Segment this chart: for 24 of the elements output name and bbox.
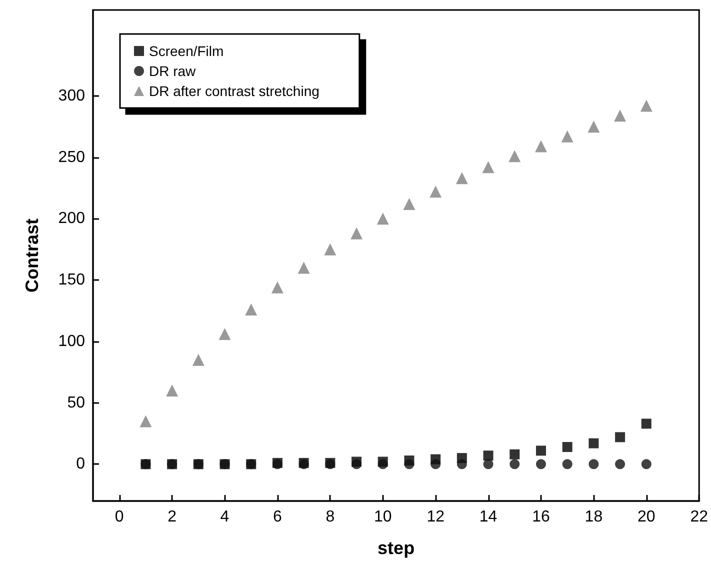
x-tick-label: 16 xyxy=(532,508,550,526)
x-tick-label: 18 xyxy=(584,508,603,526)
legend-label: Screen/Film xyxy=(149,43,224,59)
y-tick-label: 150 xyxy=(58,272,86,289)
x-axis-title: step xyxy=(378,538,415,558)
x-tick-label: 0 xyxy=(114,508,124,526)
legend-label: DR after contrast stretching xyxy=(149,83,320,99)
y-axis-title: Contrast xyxy=(22,218,42,293)
x-tick-label: 14 xyxy=(479,508,498,526)
y-tick-label: 250 xyxy=(58,148,86,166)
y-tick-label: 200 xyxy=(58,210,86,228)
x-tick-label: 12 xyxy=(426,508,445,526)
x-tick-label: 6 xyxy=(273,508,282,526)
x-tick-label: 2 xyxy=(168,508,177,526)
x-tick-label: 4 xyxy=(220,508,230,526)
x-tick-label: 22 xyxy=(690,508,708,526)
x-tick-label: 8 xyxy=(326,508,335,526)
y-tick-label: 300 xyxy=(58,87,86,104)
y-tick-label: 0 xyxy=(76,456,86,473)
y-tick-label: 100 xyxy=(58,332,86,350)
legend-label: DR raw xyxy=(149,63,197,79)
x-tick-label: 20 xyxy=(638,508,656,526)
y-tick-label: 50 xyxy=(67,394,86,412)
x-tick-label: 10 xyxy=(374,508,392,526)
